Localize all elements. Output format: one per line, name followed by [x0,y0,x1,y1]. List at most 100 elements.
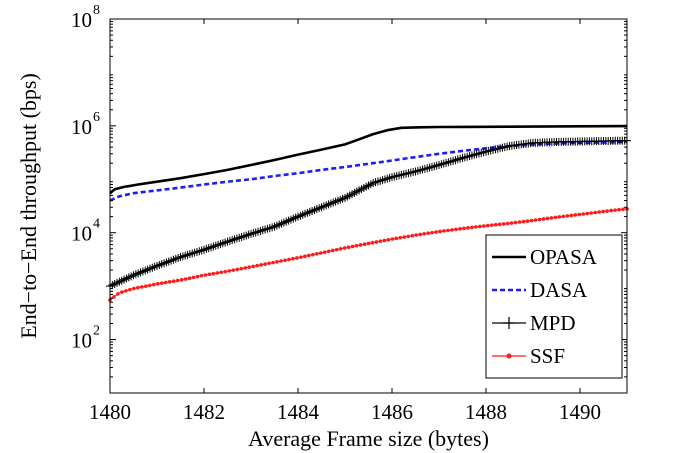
series-marker-ssf [136,285,140,290]
series-opasa [109,124,628,195]
series-marker-ssf [545,216,550,221]
series-marker-ssf [128,287,132,292]
series-marker-ssf [291,256,295,261]
series-marker-ssf [378,239,383,244]
series-marker-ssf [199,273,204,278]
series-marker-ssf [589,211,594,215]
series-marker-ssf [147,283,152,288]
plot-area-frame [109,18,628,394]
series-marker-ssf [116,292,120,296]
series-marker-ssf [132,286,136,291]
series-marker-ssf [565,214,570,218]
y-tick-label-exponent: 2 [93,324,100,339]
legend-label-mpd: MPD [530,311,576,335]
series-marker-ssf [613,208,617,212]
x-tick-label: 1486 [371,400,413,424]
series-marker-ssf [124,289,128,293]
series-marker-ssf [617,207,621,212]
series-marker-ssf [259,263,263,267]
series-marker-ssf [402,235,407,239]
series-marker-ssf [426,231,430,236]
series-marker-ssf [509,221,514,225]
series-marker-ssf [493,222,498,227]
series-marker-ssf [366,241,371,246]
series-marker-ssf [521,219,526,224]
series-marker-ssf [394,236,399,241]
series-marker-ssf [203,273,208,277]
series-marker-ssf [350,244,355,249]
series-marker-ssf [573,213,578,217]
y-tick-label-base: 10 [71,329,92,353]
series-line-dasa [109,140,628,202]
series-marker-ssf [486,223,490,228]
series-marker-ssf [601,209,605,214]
series-marker-ssf [251,264,255,269]
series-marker-ssf [474,225,478,229]
y-tick-label-base: 10 [71,222,92,246]
series-marker-ssf [577,212,582,217]
series-marker-ssf [470,225,474,230]
series-marker-ssf [569,213,574,218]
series-ssf [108,207,629,302]
series-marker-ssf [482,224,486,228]
series-marker-ssf [454,227,458,232]
legend: OPASA DASA MPD SSF [485,234,623,379]
legend-label-opasa: OPASA [530,245,598,269]
series-marker-ssf [167,280,172,284]
series-marker-ssf [231,268,236,272]
series-marker-ssf [227,269,232,273]
series-marker-ssf [505,221,510,226]
series-marker-ssf [311,252,315,257]
series-marker-ssf [315,252,319,256]
series-marker-ssf [386,237,391,242]
legend-label-dasa: DASA [530,278,588,302]
y-tick-label-exponent: 8 [93,3,100,18]
series-marker-ssf [621,207,625,212]
series-marker-ssf [175,278,180,283]
series-marker-ssf [267,261,271,266]
series-marker-ssf [219,270,224,275]
series-marker-ssf [434,230,438,234]
y-tick-label-base: 10 [71,8,92,32]
series-marker-ssf [263,262,267,266]
x-tick-label: 1480 [89,400,131,424]
legend-marker-ssf [506,353,512,359]
series-marker-ssf [549,216,554,220]
series-marker-ssf [418,232,423,237]
series-marker-ssf [561,214,566,219]
series-marker-ssf [354,243,359,248]
series-marker-ssf [533,218,538,222]
series-marker-ssf [585,211,590,216]
series-marker-ssf [501,222,506,226]
series-marker-ssf [112,295,116,299]
series-marker-ssf [120,290,124,294]
series-marker-ssf [342,246,347,250]
series-marker-ssf [211,271,216,276]
series-marker-ssf [326,249,331,254]
series-marker-ssf [247,265,251,269]
x-axis-title: Average Frame size (bytes) [248,426,489,451]
series-marker-ssf [143,284,148,288]
series-marker-ssf [442,229,446,233]
series-marker-ssf [462,226,466,231]
series-marker-ssf [255,263,259,268]
x-tick-label: 1482 [183,400,225,424]
series-marker-ssf [318,251,323,255]
series-marker-ssf [330,248,335,253]
series-marker-ssf [362,242,367,246]
series-marker-ssf [207,272,212,277]
y-tick-label-exponent: 6 [93,110,100,125]
series-marker-ssf [183,277,188,281]
series-marker-ssf [553,215,558,220]
series-marker-ssf [334,247,339,252]
series-marker-ssf [398,235,403,240]
series-marker-ssf [151,282,156,287]
series-mpd [106,136,631,291]
series-marker-ssf [609,208,613,213]
series-marker-ssf [215,271,220,275]
series-marker-ssf [275,259,279,264]
series-marker-ssf [179,278,184,282]
series-marker-ssf [163,280,168,285]
